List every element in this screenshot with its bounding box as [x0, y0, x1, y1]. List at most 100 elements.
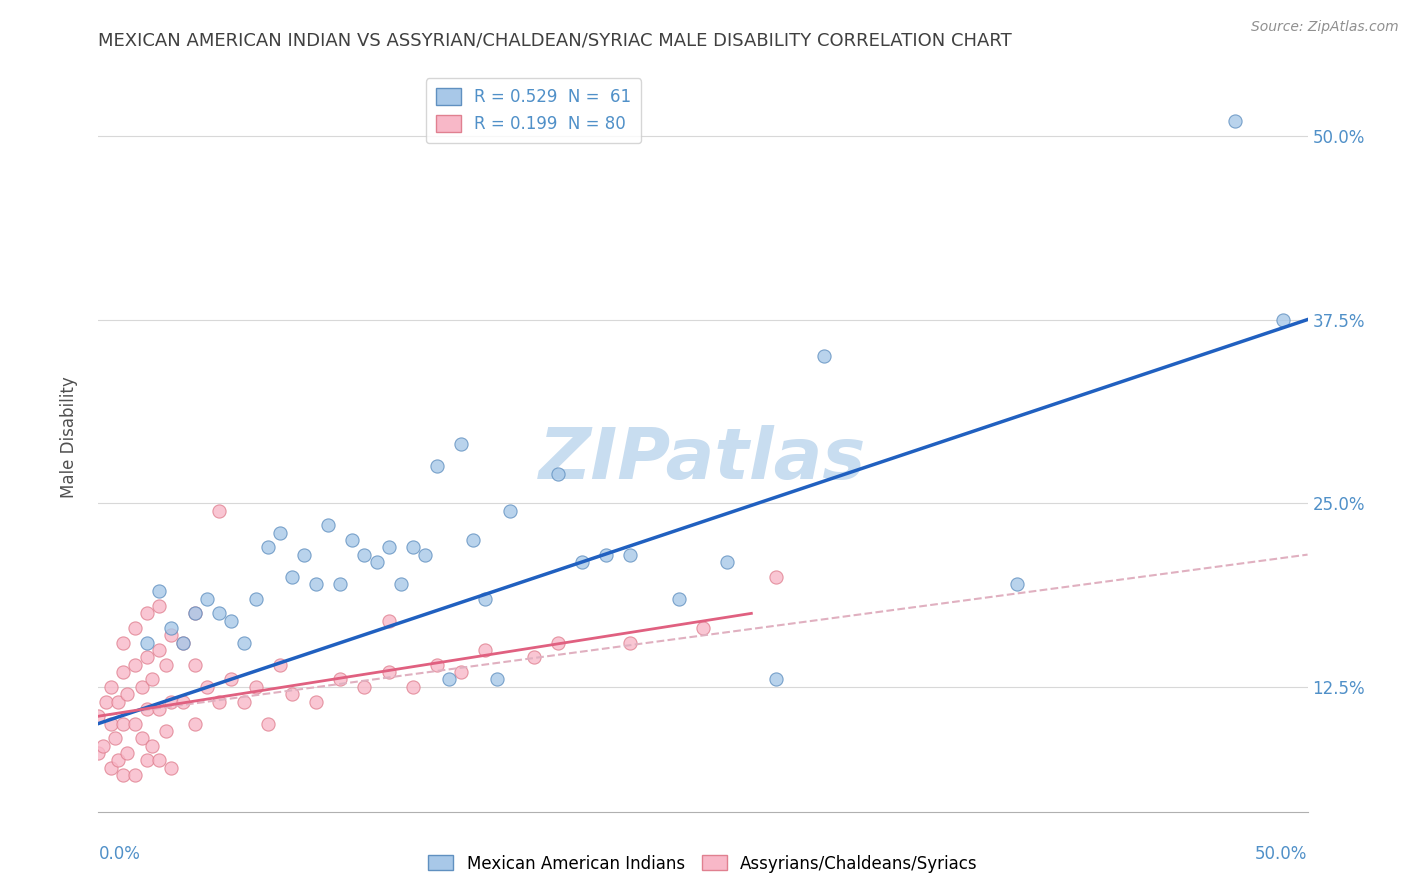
Point [329, 673, 352, 687]
Legend: R = 0.529  N =  61, R = 0.199  N = 80: R = 0.529 N = 61, R = 0.199 N = 80 [426, 78, 641, 143]
Y-axis label: Male Disability: Male Disability [59, 376, 77, 498]
Point [595, 548, 617, 562]
Point [389, 577, 412, 591]
Point [413, 548, 436, 562]
Point [117, 746, 139, 760]
Point [619, 636, 641, 650]
Point [208, 607, 231, 621]
Point [377, 614, 399, 628]
Point [463, 533, 485, 547]
Point [148, 599, 170, 613]
Point [94, 694, 117, 708]
Point [117, 687, 139, 701]
Point [342, 533, 364, 547]
Point [208, 694, 231, 708]
Point [366, 555, 388, 569]
Point [474, 591, 496, 606]
Point [765, 569, 787, 583]
Point [135, 650, 157, 665]
Point [292, 548, 315, 562]
Point [141, 673, 163, 687]
Point [765, 673, 787, 687]
Point [692, 621, 714, 635]
Point [124, 768, 146, 782]
Point [486, 673, 509, 687]
Point [619, 548, 641, 562]
Point [135, 636, 157, 650]
Point [148, 643, 170, 657]
Point [221, 673, 243, 687]
Point [329, 577, 352, 591]
Point [195, 680, 218, 694]
Point [87, 746, 110, 760]
Point [245, 591, 267, 606]
Point [148, 584, 170, 599]
Point [269, 657, 291, 672]
Point [184, 716, 207, 731]
Point [141, 739, 163, 753]
Point [87, 709, 110, 723]
Point [547, 467, 569, 481]
Point [100, 716, 122, 731]
Point [124, 716, 146, 731]
Point [450, 437, 472, 451]
Point [232, 694, 254, 708]
Point [160, 621, 183, 635]
Point [148, 702, 170, 716]
Point [155, 657, 177, 672]
Point [281, 687, 304, 701]
Point [353, 548, 375, 562]
Point [245, 680, 267, 694]
Point [221, 614, 243, 628]
Point [232, 636, 254, 650]
Point [104, 731, 127, 746]
Point [135, 702, 157, 716]
Point [91, 739, 114, 753]
Text: Source: ZipAtlas.com: Source: ZipAtlas.com [1251, 20, 1399, 34]
Point [208, 503, 231, 517]
Point [437, 673, 460, 687]
Point [281, 569, 304, 583]
Point [148, 753, 170, 767]
Point [100, 680, 122, 694]
Point [523, 650, 546, 665]
Point [305, 577, 328, 591]
Point [305, 694, 328, 708]
Point [131, 731, 153, 746]
Point [160, 761, 183, 775]
Point [184, 657, 207, 672]
Point [195, 591, 218, 606]
Point [172, 636, 194, 650]
Point [172, 636, 194, 650]
Point [668, 591, 690, 606]
Point [426, 657, 449, 672]
Point [402, 680, 425, 694]
Point [111, 636, 134, 650]
Point [547, 636, 569, 650]
Point [107, 753, 129, 767]
Point [155, 723, 177, 738]
Point [184, 607, 207, 621]
Point [1007, 577, 1029, 591]
Point [107, 694, 129, 708]
Point [426, 459, 449, 474]
Point [160, 628, 183, 642]
Point [269, 525, 291, 540]
Point [124, 657, 146, 672]
Point [184, 607, 207, 621]
Point [135, 753, 157, 767]
Text: ZIPatlas: ZIPatlas [540, 425, 866, 494]
Point [1272, 312, 1295, 326]
Point [172, 694, 194, 708]
Point [498, 503, 520, 517]
Point [571, 555, 593, 569]
Point [131, 680, 153, 694]
Point [111, 768, 134, 782]
Point [377, 541, 399, 555]
Point [256, 541, 278, 555]
Point [256, 716, 278, 731]
Point [100, 761, 122, 775]
Point [450, 665, 472, 680]
Point [474, 643, 496, 657]
Point [316, 518, 339, 533]
